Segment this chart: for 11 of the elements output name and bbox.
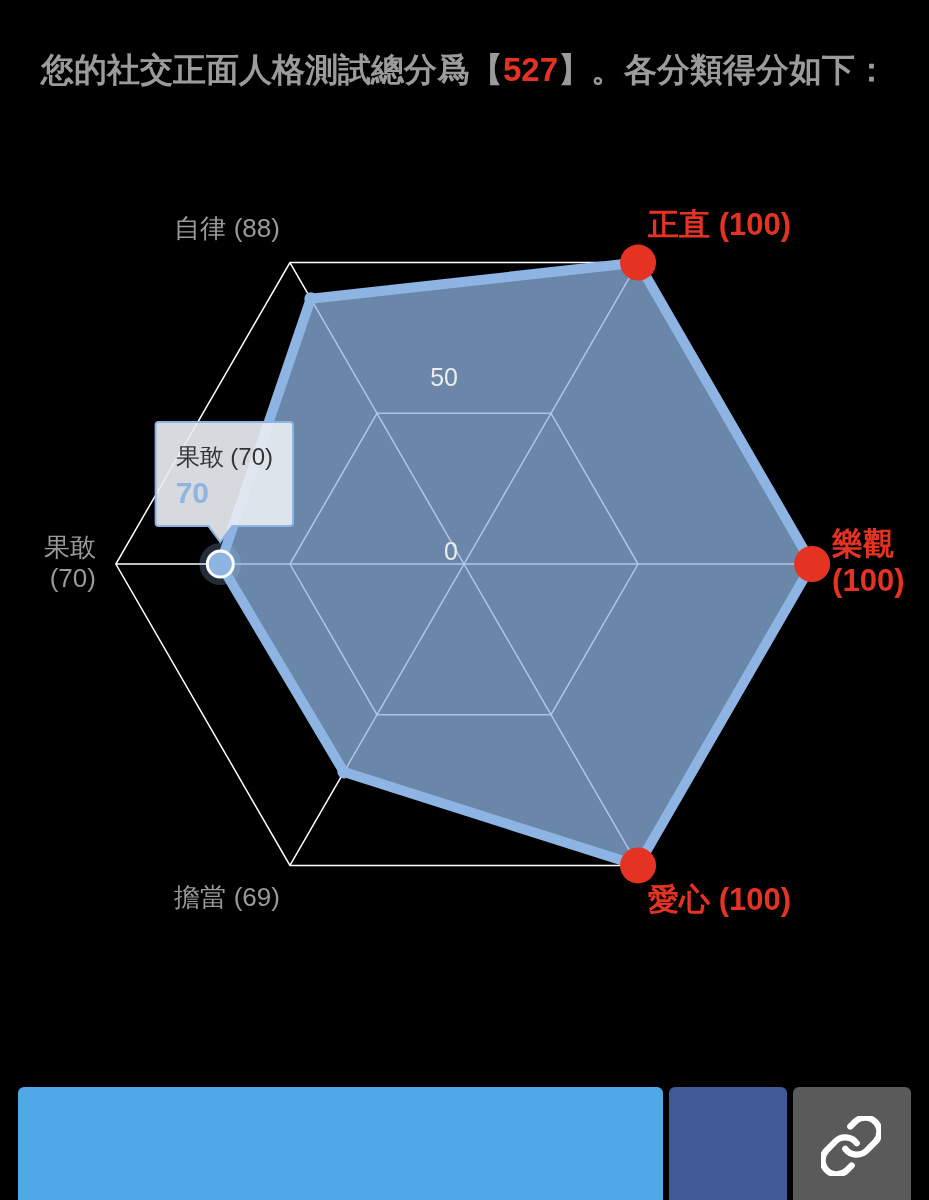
spoke-label: 擔當 (69) xyxy=(174,881,280,912)
text: 70 xyxy=(175,476,210,509)
spoke-label: 樂觀 (100) xyxy=(831,525,905,599)
spoke-label: 正直 (100) xyxy=(647,207,792,243)
y-tick-label: 0 xyxy=(444,537,458,565)
category-label: 果敢 (70) xyxy=(43,531,96,593)
spoke-label: 自律 (88) xyxy=(174,212,280,243)
spoke-label: 果敢 (70) xyxy=(175,443,273,470)
spoke-label: 愛心 (100) xyxy=(648,881,792,917)
chart-title: 您的社交正面人格測試總分爲【527】。各分類得分如下： xyxy=(40,51,889,88)
y-tick-label: 50 xyxy=(430,362,458,391)
